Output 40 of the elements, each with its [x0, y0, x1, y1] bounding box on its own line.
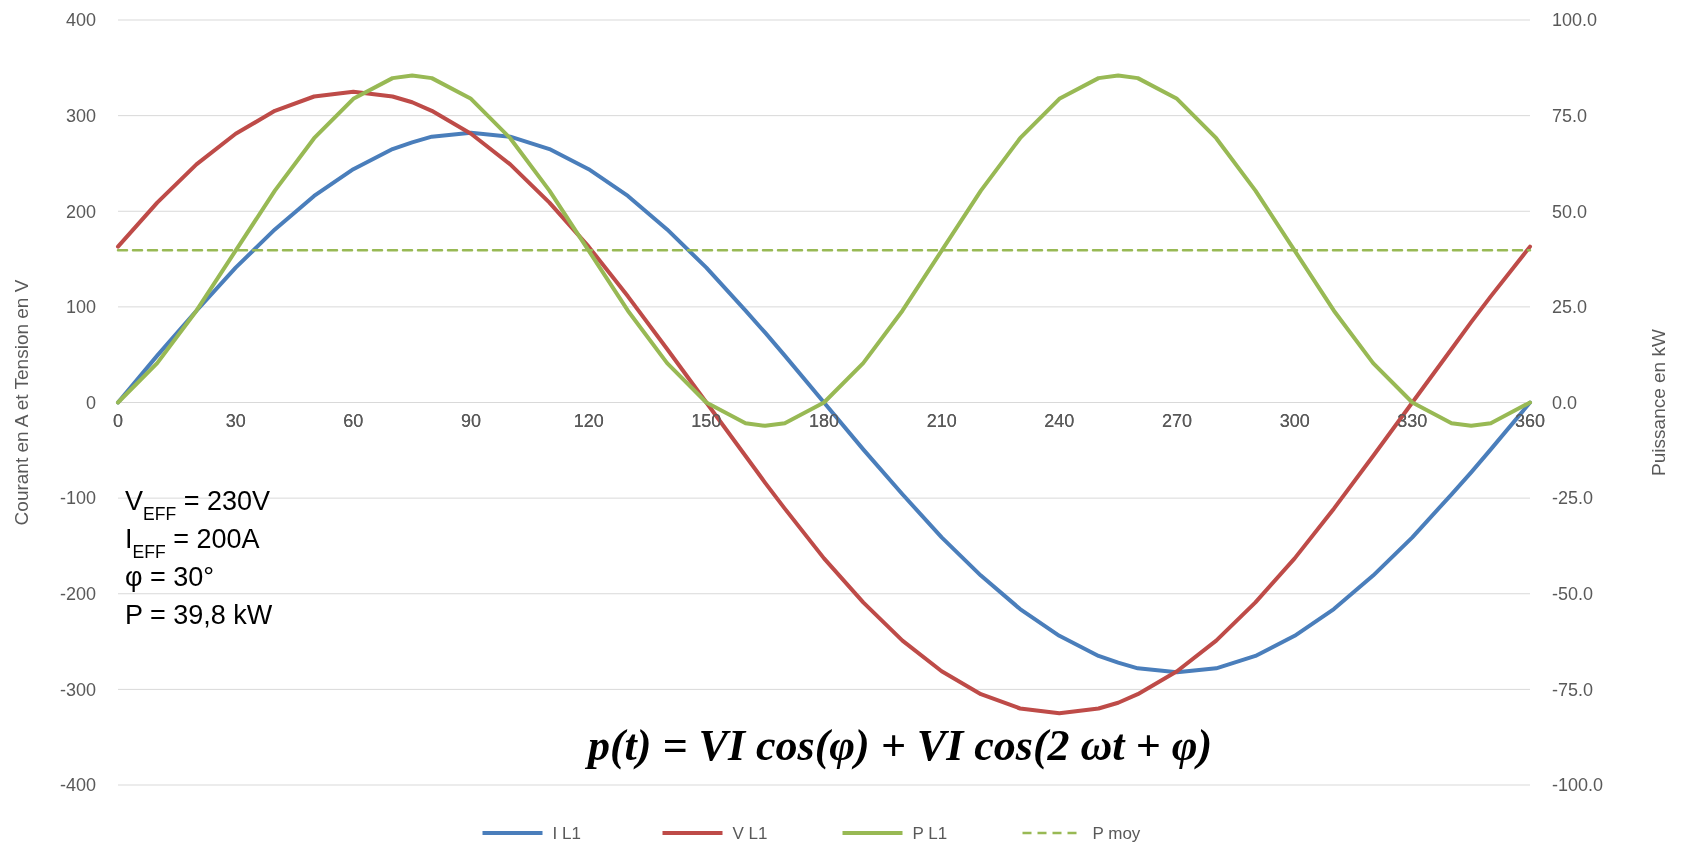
x-tick-label: 240	[1044, 410, 1075, 431]
x-tick-label: 270	[1161, 410, 1193, 431]
y2-tick-label: 0.0	[1552, 392, 1578, 413]
y2-tick-label: 100.0	[1552, 10, 1598, 31]
x-tick-label: 300	[1279, 410, 1310, 431]
y-tick-label: -400	[59, 775, 96, 796]
y2-tick-label: -100.0	[1552, 775, 1604, 796]
x-tick-label: 120	[573, 410, 604, 431]
y-tick-label: -200	[59, 584, 96, 605]
annotation: P = 39,8 kW	[125, 600, 273, 630]
y2-tick-label: 25.0	[1552, 297, 1588, 318]
legend-label: V L1	[732, 823, 768, 843]
y-tick-label: -100	[59, 488, 96, 509]
x-tick-label: 30	[225, 410, 246, 431]
y2-axis-title: Puissance en kW	[1648, 329, 1669, 476]
x-tick-label: 60	[343, 410, 364, 431]
y2-tick-label: -75.0	[1552, 679, 1594, 700]
annotation: I$_{EFF}$ = 200A	[125, 524, 260, 562]
x-tick-label: 360	[1514, 410, 1546, 431]
annotation: p(t) = VI cos(φ) + VI cos(2 ωt + φ)	[583, 721, 1213, 770]
x-tick-label: 180	[808, 410, 840, 431]
y-axis-title: Courant en A et Tension en V	[11, 279, 32, 526]
y2-tick-label: -25.0	[1552, 488, 1594, 509]
x-tick-label: 0	[112, 410, 124, 431]
y-tick-label: 200	[65, 201, 96, 222]
annotation: φ = 30°	[125, 562, 215, 592]
y2-tick-label: -50.0	[1552, 584, 1594, 605]
legend-label: P L1	[912, 823, 948, 843]
y-tick-label: 300	[65, 105, 96, 126]
legend-label: I L1	[552, 823, 581, 843]
legend-label: P moy	[1092, 823, 1141, 843]
y2-tick-label: 75.0	[1552, 105, 1588, 126]
x-tick-label: 90	[460, 410, 482, 431]
y2-tick-label: 50.0	[1552, 201, 1588, 222]
annotation: V$_{EFF}$ = 230V	[125, 486, 270, 524]
y-tick-label: -300	[59, 679, 96, 700]
x-tick-label: 210	[926, 410, 957, 431]
y-tick-label: 400	[65, 10, 96, 31]
y-tick-label: 0	[85, 392, 96, 413]
y-tick-label: 100	[65, 297, 96, 318]
